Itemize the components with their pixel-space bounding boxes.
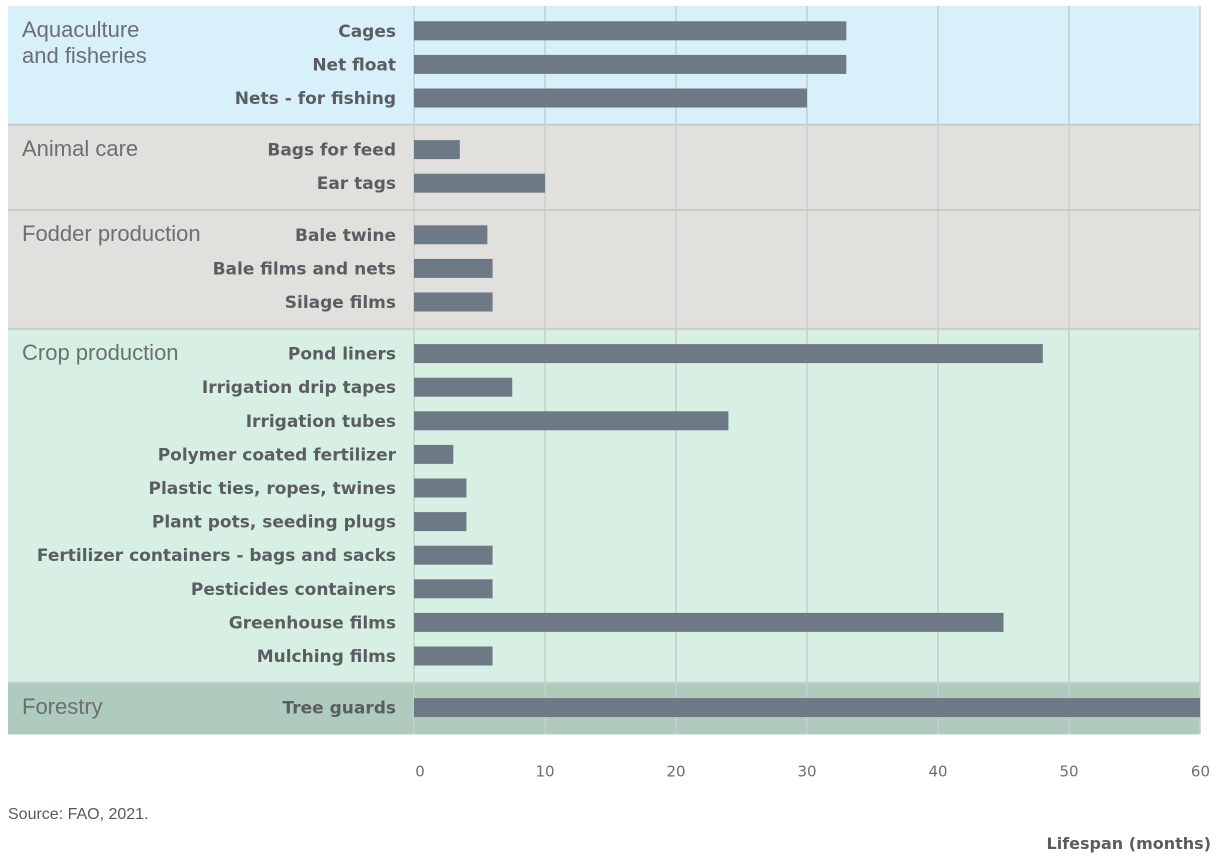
- bar: [414, 225, 488, 245]
- category-label: Silage films: [285, 293, 396, 313]
- category-label: Net float: [312, 55, 396, 75]
- bar: [414, 21, 847, 41]
- category-label: Irrigation drip tapes: [202, 378, 396, 398]
- bar: [414, 512, 467, 532]
- bar: [414, 292, 493, 312]
- group-band-1: [8, 124, 1200, 210]
- category-label: Tree guards: [282, 699, 396, 719]
- x-tick-label: 10: [535, 762, 554, 780]
- category-label: Nets - for fishing: [235, 89, 396, 109]
- bar: [414, 344, 1043, 364]
- bar: [414, 545, 493, 565]
- bars: [414, 21, 1200, 718]
- category-label: Pesticides containers: [191, 580, 396, 600]
- bar: [414, 258, 493, 278]
- category-label: Pond liners: [288, 345, 396, 365]
- bar: [414, 612, 1004, 632]
- category-label: Greenhouse films: [229, 613, 396, 633]
- source-note: Source: FAO, 2021.: [8, 806, 149, 823]
- category-labels: Aquaculture and fisheries Cages Net float Ne…: [22, 17, 397, 719]
- bar: [414, 579, 493, 599]
- category-label: Plant pots, seeding plugs: [152, 513, 396, 533]
- group-label: Fodder production: [22, 221, 201, 246]
- category-label: Plastic ties, ropes, twines: [149, 479, 396, 499]
- bar: [414, 444, 454, 464]
- category-label: Mulching films: [257, 647, 396, 667]
- x-tick-label: 40: [928, 762, 947, 780]
- category-label: Bale twine: [295, 226, 396, 246]
- x-tick-label: 50: [1059, 762, 1078, 780]
- bar: [414, 698, 1200, 718]
- bar: [414, 88, 807, 108]
- bar: [414, 173, 545, 193]
- bar: [414, 646, 493, 666]
- x-tick-label: 0: [415, 762, 425, 780]
- bar: [414, 377, 513, 397]
- x-tick-label: 30: [797, 762, 816, 780]
- bar: [414, 411, 729, 431]
- category-label: Polymer coated fertilizer: [158, 445, 397, 465]
- x-axis-label: Lifespan (months): [1046, 834, 1211, 853]
- category-label: Irrigation tubes: [246, 412, 396, 432]
- group-label: Crop production: [22, 340, 179, 365]
- x-tick-labels: 0 10 20 30 40 50 60: [415, 762, 1210, 780]
- category-label: Fertilizer containers - bags and sacks: [37, 546, 396, 566]
- x-tick-label: 60: [1191, 762, 1210, 780]
- category-label: Ear tags: [317, 174, 396, 194]
- group-label: Forestry: [22, 694, 103, 719]
- bar: [414, 54, 847, 74]
- category-label: Bags for feed: [267, 141, 396, 161]
- group-band-2: [8, 210, 1200, 329]
- x-tick-label: 20: [666, 762, 685, 780]
- bar: [414, 140, 460, 160]
- group-label: Animal care: [22, 136, 138, 161]
- category-label: Cages: [338, 22, 396, 42]
- bar: [414, 478, 467, 498]
- group-label: Aquaculture and fisheries: [22, 17, 147, 68]
- category-label: Bale films and nets: [213, 259, 396, 279]
